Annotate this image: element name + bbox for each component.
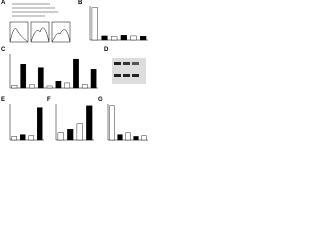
bar [140,36,147,41]
bar [73,58,79,89]
page: {"panels": [ {"label": "A"}, {"label": "… [0,0,150,149]
bar [91,7,98,41]
panel-label: A [1,0,6,6]
bar [109,105,115,141]
bar [28,135,35,141]
bar [117,134,123,141]
bar [120,35,127,41]
bar [133,136,139,141]
panel-label: C [1,47,6,53]
bar [29,84,35,89]
bar [46,85,53,89]
panel-label: G [98,97,103,103]
panel-label: E [1,97,5,103]
histograms [9,3,71,43]
bar [76,123,83,141]
panel-label: B [78,0,83,6]
bar [90,69,97,89]
bar [125,132,131,141]
bar [101,35,108,41]
bar [37,67,44,89]
bar [37,107,43,141]
bar [67,128,74,141]
bar [11,85,18,89]
panel-label: F [47,97,51,103]
bar [20,63,27,89]
bar [64,82,71,89]
bar [20,134,26,141]
bar [57,132,64,141]
bar [11,136,17,141]
bar [111,36,118,41]
bar [130,35,137,41]
bar [81,84,88,89]
bar [55,80,62,89]
bar [86,105,93,141]
panel-label: D [104,47,109,53]
western-blot [112,58,146,84]
bar [141,135,147,141]
axis [89,6,148,41]
figure: A B C D E F G [1,0,148,141]
